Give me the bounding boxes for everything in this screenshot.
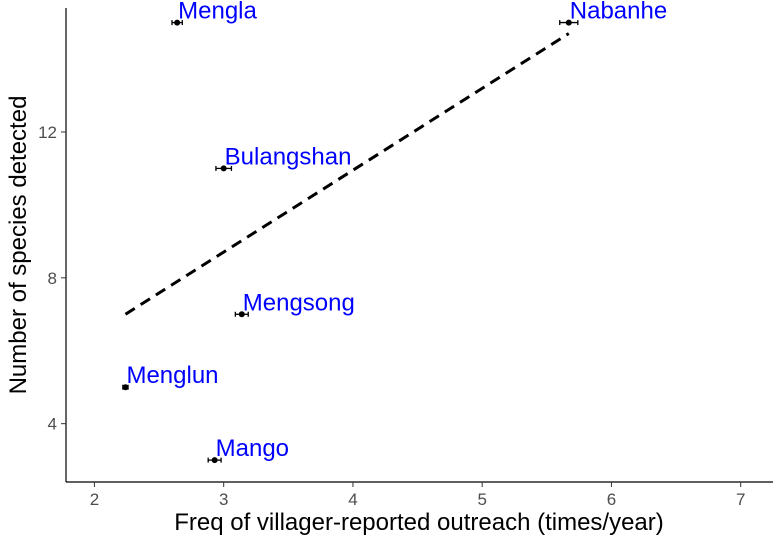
data-point (122, 384, 129, 391)
data-point (211, 457, 218, 464)
data-point-group: Mengsong (234, 289, 355, 318)
point-label: Mengsong (243, 289, 355, 316)
data-point (238, 311, 245, 318)
x-tick-label: 7 (736, 490, 745, 509)
data-point-group: Nabanhe (559, 0, 667, 26)
x-tick-label: 4 (348, 490, 357, 509)
trend-line (124, 32, 570, 316)
point-label: Menglun (126, 362, 218, 389)
data-point-group: Mango (207, 435, 289, 464)
data-point (565, 19, 572, 26)
x-tick-label: 2 (90, 490, 99, 509)
y-tick-label: 4 (48, 415, 57, 434)
point-label: Nabanhe (570, 0, 667, 25)
y-axis-ticks: 4 8 12 (38, 123, 66, 434)
point-label: Mango (216, 435, 289, 462)
point-label: Mengla (178, 0, 257, 25)
y-tick-label: 12 (38, 123, 57, 142)
y-axis-title: Number of species detected (5, 96, 32, 395)
point-label: Bulangshan (225, 143, 352, 170)
x-axis-ticks: 2 3 4 5 6 7 (90, 482, 745, 509)
x-tick-label: 5 (477, 490, 486, 509)
plot-marks: Mengla Nabanhe Bulangshan Mengsong Menglun Ma… (122, 0, 667, 464)
data-point (174, 19, 181, 26)
data-point-group: Bulangshan (215, 143, 352, 172)
data-point (220, 165, 227, 172)
x-tick-label: 6 (607, 490, 616, 509)
x-tick-label: 3 (219, 490, 228, 509)
data-point-group: Mengla (171, 0, 258, 26)
data-point-group: Menglun (122, 362, 219, 391)
y-tick-label: 8 (48, 269, 57, 288)
x-axis-title: Freq of villager-reported outreach (time… (174, 509, 664, 536)
